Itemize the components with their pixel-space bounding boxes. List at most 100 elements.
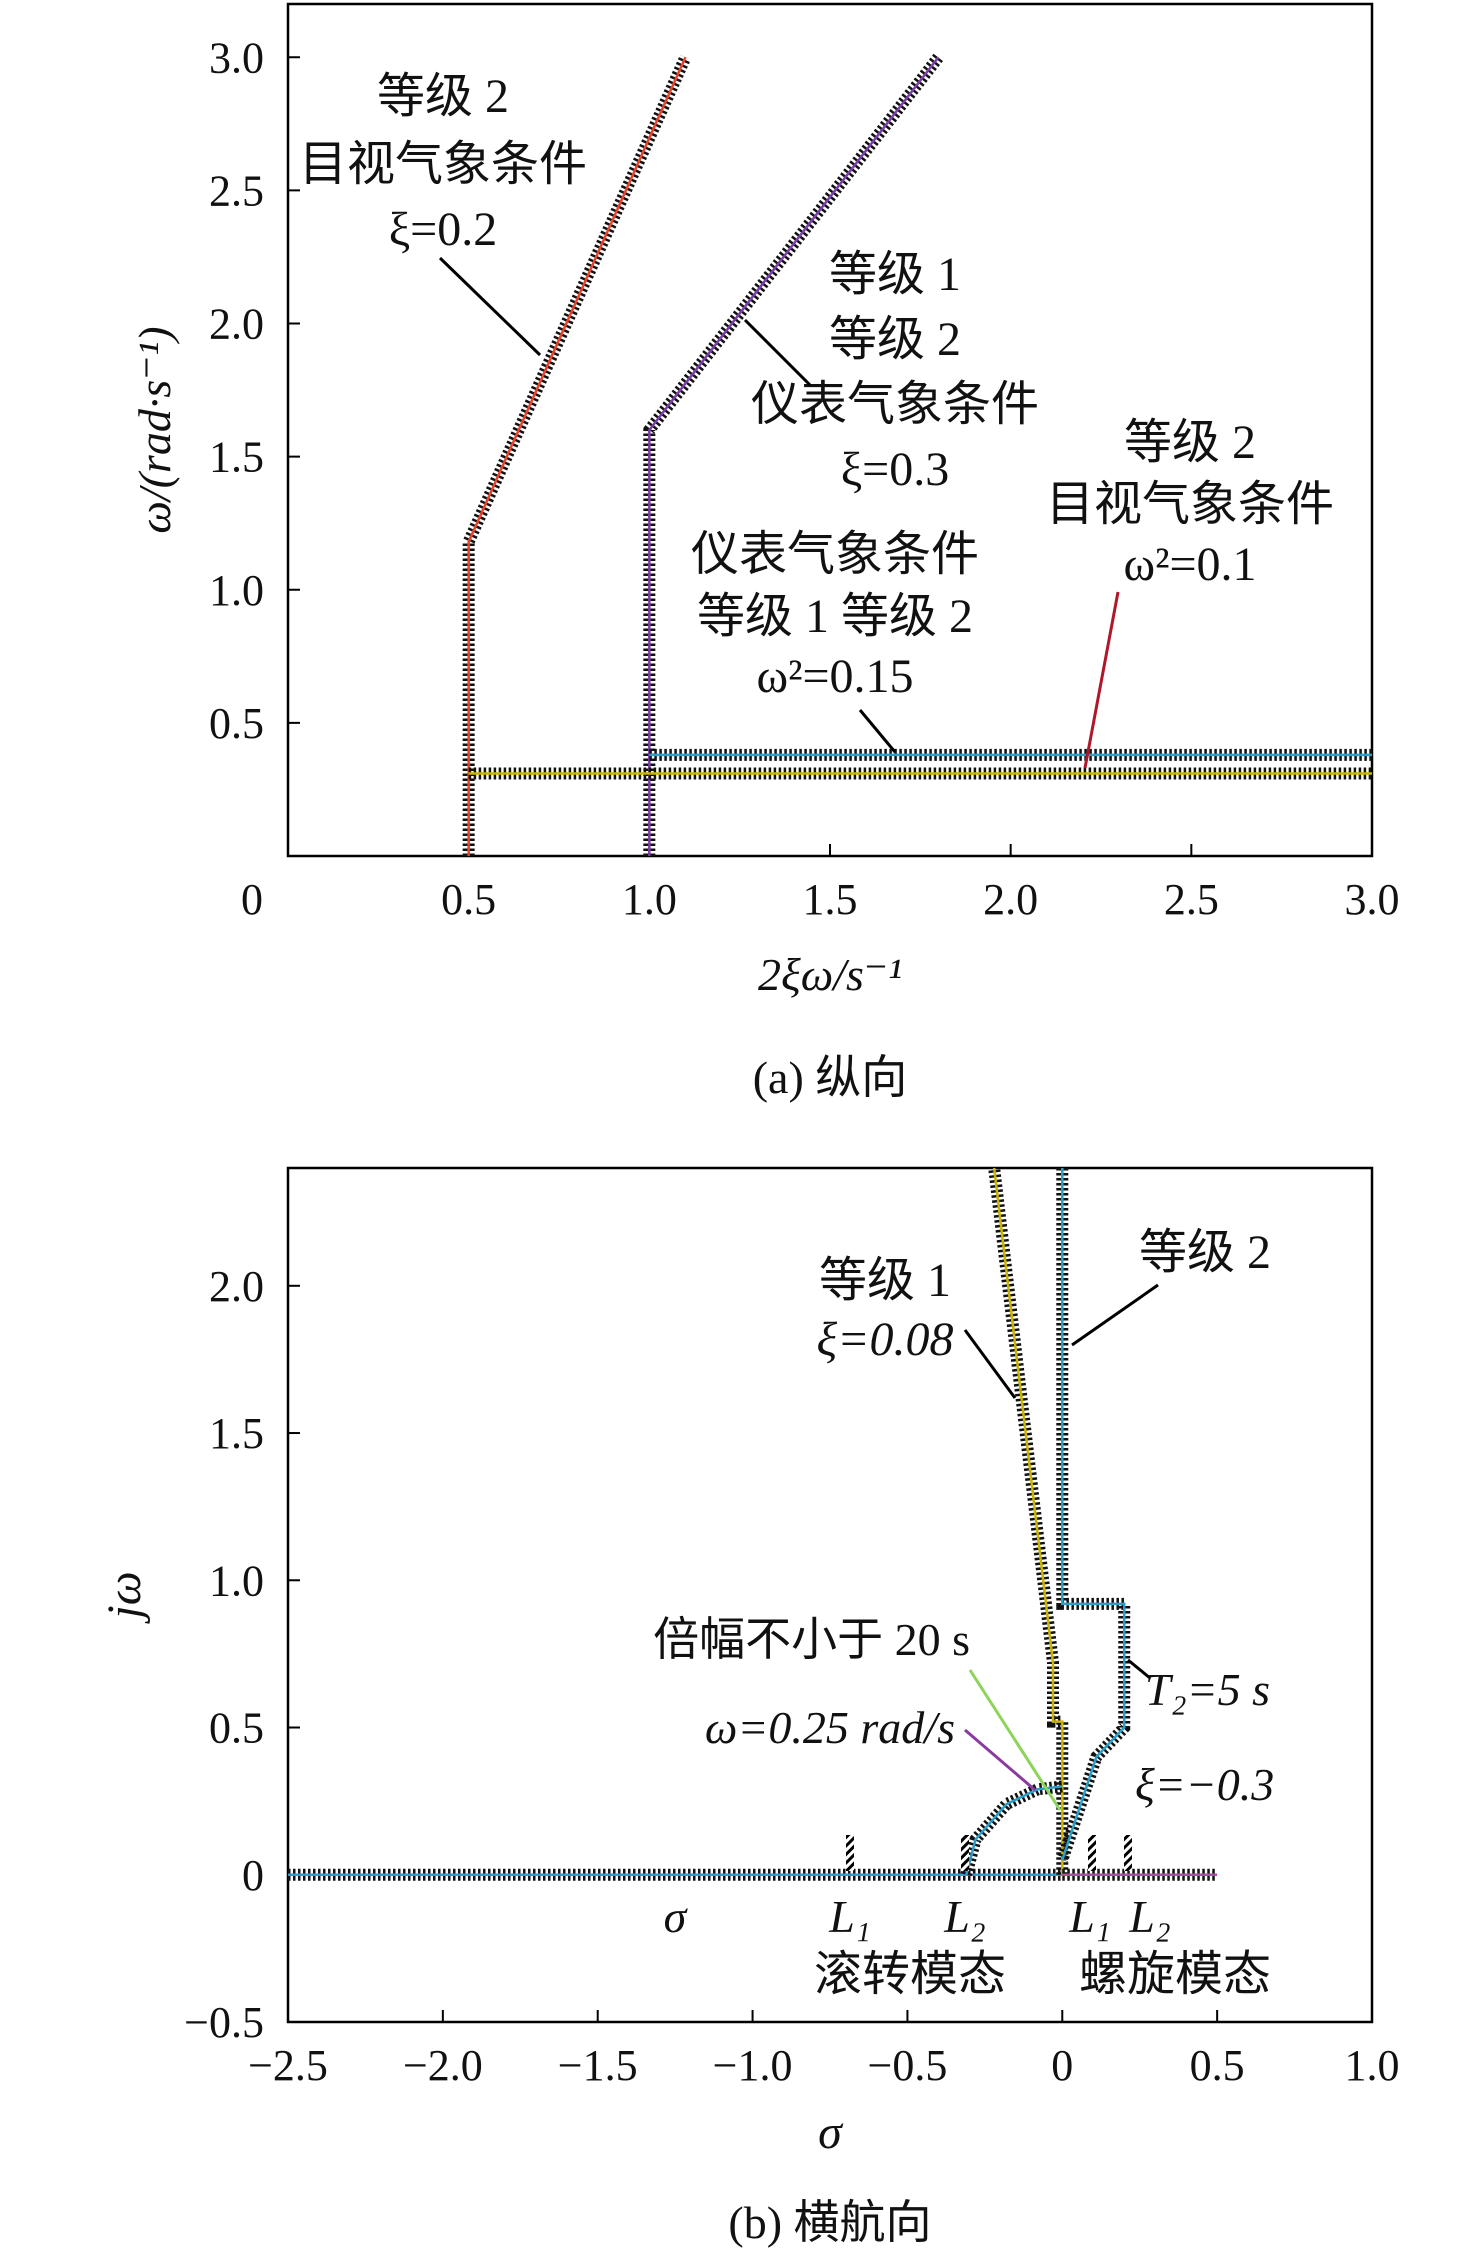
series-b-1 [988,1167,1069,1875]
y-axis-ticks-b: −0.5 0 0.5 1.0 1.5 2.0 [184,1262,300,2047]
leader-line [1071,1283,1159,1347]
caption-a: (a) 纵向 [753,1052,908,1103]
annotation-line: 等级 1 [819,1254,951,1307]
annotation-line: 仪表气象条件 [691,528,979,581]
y-tick-label: 1.0 [209,566,264,615]
annotation-line: 目视气象条件 [1046,478,1334,531]
y-axis-label-b: jω [98,1571,151,1624]
series-b-4 [960,1780,1063,1877]
series-line [992,1167,1064,1875]
x-tick-label: 0.5 [1190,2041,1245,2090]
marker-l2-roll [961,1835,969,1871]
x-tick-label: 0 [1051,2041,1073,2090]
y-tick-label: 0.5 [209,699,264,748]
x-tick-label: 2.5 [1164,875,1219,924]
annotation-line: 等级 2 [377,70,509,123]
annotation-line: 等级 1 等级 2 [697,590,973,643]
series-line [1061,1168,1126,1861]
panel-b: −2.5 −2.0 −1.5 −1.0 −0.5 0 0.5 1.0 −0.5 0 0.5 1.0 1… [98,1166,1400,2248]
series-group-b [288,1167,1218,1881]
annotation-b-12: 螺旋模态 [1079,1948,1271,2001]
y-tick-label: 1.5 [209,1409,264,1458]
y-tick-label: 1.5 [209,433,264,482]
annotation-b-3: ω=0.25 rad/s [705,1702,955,1753]
plot-frame-b [286,1166,1374,2024]
y-axis-label-a: ω/(rad·s⁻¹) [129,326,180,533]
annotation-b-11: 滚转模态 [814,1948,1006,2001]
x-tick-label: 2.0 [983,875,1038,924]
marker-l2-spiral [1124,1835,1132,1871]
annotation-line: 目视气象条件 [299,138,587,191]
leader-line [963,1329,1017,1399]
x-tick-label: −1.0 [713,2041,793,2090]
leader-line [438,256,542,357]
annotation-b-6: σ [664,1891,689,1942]
annotation-line: ξ=0.08 [817,1313,954,1366]
x-tick-label: 1.0 [1345,2041,1400,2090]
x-tick-label: 1.0 [622,875,677,924]
series-hatch [1056,1168,1131,1862]
annotation-b-10: L₂ [1128,1891,1171,1942]
annotation-line: ω²=0.15 [756,650,913,703]
x-tick-label: 0 [241,875,263,924]
x-axis-label-b: σ [818,2106,844,2159]
x-tick-label: −2.5 [248,2041,328,2090]
annotation-b-0: 等级 1 ξ=0.08 [817,1254,954,1366]
annotation-b-4: T₂=5 s [1145,1664,1270,1715]
leader-line [1127,1658,1151,1680]
leader-line [1083,591,1120,769]
series-b-2 [1056,1168,1131,1862]
annotation-line: 仪表气象条件 [751,378,1039,431]
y-tick-label: 0 [242,1851,264,1900]
annotation-line: 等级 2 [1124,416,1256,469]
y-tick-label: −0.5 [184,1998,264,2047]
y-axis-ticks-a: 0.5 1.0 1.5 2.0 2.5 3.0 [209,33,300,748]
annotation-line: ω²=0.1 [1123,538,1256,591]
annotation-a-0: 等级 2 目视气象条件 ξ=0.2 [299,70,587,256]
x-axis-ticks-b: −2.5 −2.0 −1.5 −1.0 −0.5 0 0.5 1.0 [248,2010,1400,2090]
annotation-b-7: L₁ [828,1891,871,1942]
y-tick-label: 2.0 [209,300,264,349]
y-tick-label: 2.5 [209,166,264,215]
x-tick-label: 0.5 [441,875,496,924]
annotation-line: ξ=0.3 [841,443,949,496]
series-group-a [462,53,1372,856]
series-line [467,56,687,856]
mode-markers [846,1835,1132,1871]
series-a-0 [462,54,691,856]
marker-l1-roll [846,1835,854,1871]
caption-b: (b) 横航向 [728,2197,931,2248]
series-line [648,56,940,856]
y-tick-label: 1.0 [209,1556,264,1605]
annotation-line: 等级 1 [829,248,961,301]
leader-line [858,709,897,753]
leader-line [743,318,812,387]
annotation-a-2: 等级 2 目视气象条件 ω²=0.1 [1046,416,1334,591]
marker-l1-spiral [1088,1835,1096,1871]
annotation-a-1: 等级 1 等级 2 仪表气象条件 ξ=0.3 [751,248,1039,496]
annotation-a-3: 仪表气象条件 等级 1 等级 2 ω²=0.15 [691,528,979,703]
annotation-b-2: 倍幅不小于 20 s [653,1614,970,1665]
x-tick-label: −1.5 [558,2041,638,2090]
annotation-b-1: 等级 2 [1139,1226,1271,1279]
panel-a: 0 0.5 1.0 1.5 2.0 2.5 3.0 0.5 1.0 1.5 2.0 2.5 3.0 2… [129,2,1400,1103]
annotation-b-5: ξ=−0.3 [1135,1759,1274,1810]
leader-line [964,1728,1036,1792]
annotation-line: 等级 2 [829,313,961,366]
y-tick-label: 2.0 [209,1262,264,1311]
annotation-line: ξ=0.2 [389,203,497,256]
leader-line [968,1669,1062,1811]
annotation-b-9: L₁ [1068,1891,1111,1942]
x-tick-label: −2.0 [403,2041,483,2090]
series-hatch [988,1167,1069,1875]
y-tick-label: 3.0 [209,33,264,82]
x-axis-label-a: 2ξω/s⁻¹ [758,949,902,1000]
y-tick-label: 0.5 [209,1704,264,1753]
x-axis-ticks-a: 0 0.5 1.0 1.5 2.0 2.5 3.0 [241,844,1400,924]
x-tick-label: 3.0 [1345,875,1400,924]
x-tick-label: −0.5 [868,2041,948,2090]
series-a-1 [643,53,944,856]
annotation-b-8: L₂ [943,1891,986,1942]
x-tick-label: 1.5 [803,875,858,924]
